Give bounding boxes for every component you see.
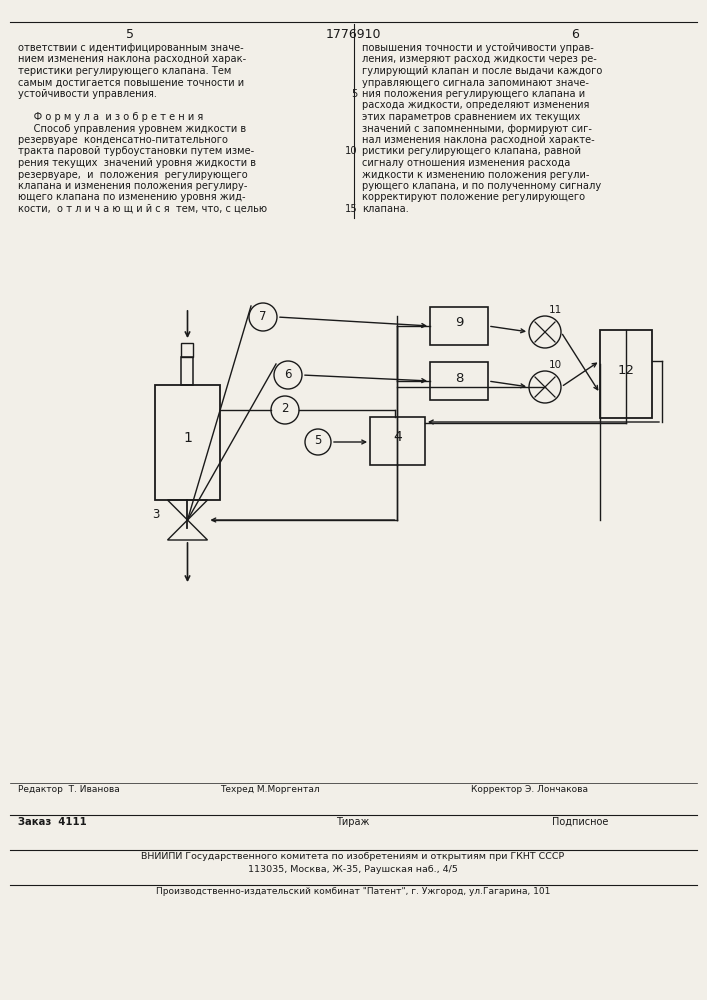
Text: гулирующий клапан и после выдачи каждого: гулирующий клапан и после выдачи каждого [362,66,602,76]
Text: 11: 11 [549,305,562,315]
Text: значений с запомненными, формируют сиг-: значений с запомненными, формируют сиг- [362,123,592,133]
Text: клапана.: клапана. [362,204,409,214]
Text: этих параметров сравнением их текущих: этих параметров сравнением их текущих [362,112,580,122]
Text: тракта паровой турбоустановки путем изме-: тракта паровой турбоустановки путем изме… [18,146,255,156]
Text: нием изменения наклона расходной харак-: нием изменения наклона расходной харак- [18,54,246,64]
Text: 5: 5 [126,28,134,41]
Text: резервуаре,  и  положения  регулирующего: резервуаре, и положения регулирующего [18,169,247,180]
Bar [182,357,194,385]
Text: 15: 15 [344,204,357,214]
Text: 5: 5 [351,89,357,99]
Text: ющего клапана по изменению уровня жид-: ющего клапана по изменению уровня жид- [18,192,245,202]
Text: клапана и изменения положения регулиру-: клапана и изменения положения регулиру- [18,181,247,191]
Text: 6: 6 [284,367,292,380]
Text: 8: 8 [455,371,463,384]
Text: ления, измеряют расход жидкости через ре-: ления, измеряют расход жидкости через ре… [362,54,597,64]
Text: управляющего сигнала запоминают значе-: управляющего сигнала запоминают значе- [362,78,589,88]
Text: 5: 5 [315,434,322,448]
Text: 3: 3 [152,508,160,522]
Text: Ф о р м у л а  и з о б р е т е н и я: Ф о р м у л а и з о б р е т е н и я [18,112,203,122]
Text: расхода жидкости, определяют изменения: расхода жидкости, определяют изменения [362,101,590,110]
Text: 10: 10 [549,360,562,370]
Text: 2: 2 [281,402,288,416]
Text: 4: 4 [393,430,402,444]
Text: ристики регулирующего клапана, равной: ристики регулирующего клапана, равной [362,146,581,156]
Text: Редактор  Т. Иванова: Редактор Т. Иванова [18,785,119,794]
Text: 113035, Москва, Ж-35, Раушская наб., 4/5: 113035, Москва, Ж-35, Раушская наб., 4/5 [248,865,458,874]
Text: жидкости к изменению положения регули-: жидкости к изменению положения регули- [362,169,590,180]
Bar [182,343,194,357]
Text: ВНИИПИ Государственного комитета по изобретениям и открытиям при ГКНТ СССР: ВНИИПИ Государственного комитета по изоб… [141,852,565,861]
Text: резервуаре  конденсатно-питательного: резервуаре конденсатно-питательного [18,135,228,145]
Text: корректируют положение регулирующего: корректируют положение регулирующего [362,192,585,202]
Text: 10: 10 [344,146,357,156]
Text: самым достигается повышение точности и: самым достигается повышение точности и [18,78,244,88]
Text: кости,  о т л и ч а ю щ и й с я  тем, что, с целью: кости, о т л и ч а ю щ и й с я тем, что,… [18,204,267,214]
Bar [430,362,488,400]
Text: нал изменения наклона расходной характе-: нал изменения наклона расходной характе- [362,135,595,145]
Text: теристики регулирующего клапана. Тем: теристики регулирующего клапана. Тем [18,66,231,76]
Text: рующего клапана, и по полученному сигналу: рующего клапана, и по полученному сигнал… [362,181,601,191]
Text: ответствии с идентифицированным значе-: ответствии с идентифицированным значе- [18,43,244,53]
Text: Способ управления уровнем жидкости в: Способ управления уровнем жидкости в [18,123,246,133]
Text: повышения точности и устойчивости управ-: повышения точности и устойчивости управ- [362,43,594,53]
Text: ния положения регулирующего клапана и: ния положения регулирующего клапана и [362,89,585,99]
Text: рения текущих  значений уровня жидкости в: рения текущих значений уровня жидкости в [18,158,256,168]
Text: Заказ  4111: Заказ 4111 [18,817,87,827]
Text: сигналу отношения изменения расхода: сигналу отношения изменения расхода [362,158,571,168]
Bar [430,307,488,345]
Text: устойчивости управления.: устойчивости управления. [18,89,157,99]
Text: Техред М.Моргентал: Техред М.Моргентал [220,785,320,794]
Text: 6: 6 [571,28,579,41]
Text: Подписное: Подписное [551,817,608,827]
Text: 12: 12 [617,363,634,376]
Text: Тираж: Тираж [337,817,370,827]
Text: 1: 1 [183,430,192,444]
Text: 1776910: 1776910 [325,28,381,41]
Bar [600,330,652,418]
Bar [155,385,220,500]
Text: Производственно-издательский комбинат "Патент", г. Ужгород, ул.Гагарина, 101: Производственно-издательский комбинат "П… [156,887,550,896]
Text: Корректор Э. Лончакова: Корректор Э. Лончакова [472,785,588,794]
Bar [370,417,425,465]
Text: 9: 9 [455,316,463,330]
Text: 7: 7 [259,310,267,322]
